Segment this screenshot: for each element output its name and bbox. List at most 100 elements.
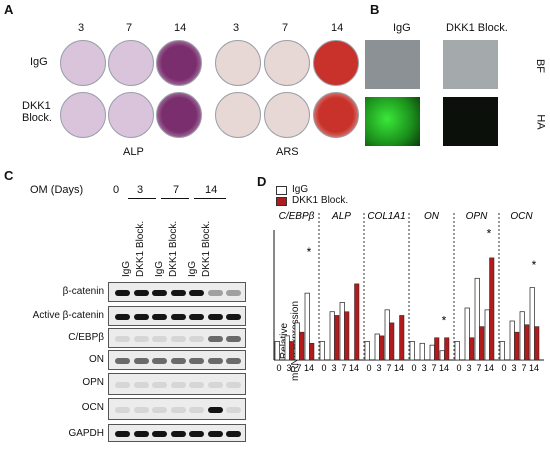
blot-band xyxy=(170,358,186,364)
ha-igg-image xyxy=(365,97,420,146)
blot-band xyxy=(152,290,167,296)
x-tick: 0 xyxy=(321,363,326,373)
x-tick: 3 xyxy=(286,363,291,373)
bar-igg xyxy=(274,341,280,361)
x-tick: 7 xyxy=(386,363,391,373)
x-tick: 0 xyxy=(276,363,281,373)
x-tick: 0 xyxy=(366,363,371,373)
panel-a-row-dkk1: DKK1 Block. xyxy=(22,100,52,124)
bar-dkk1 xyxy=(309,343,315,361)
blot-band xyxy=(152,358,167,364)
alp-well xyxy=(60,40,106,86)
panel-b-col-dkk1: DKK1 Block. xyxy=(446,22,508,34)
day7-bracket xyxy=(161,198,189,199)
bar-igg xyxy=(284,335,290,361)
blot-band xyxy=(207,336,223,342)
day-14: 14 xyxy=(205,184,218,196)
blot-strip xyxy=(108,282,246,302)
legend-dkk1-label: DKK1 Block. xyxy=(292,195,349,206)
blot-band xyxy=(207,407,223,413)
bar-dkk1 xyxy=(354,283,360,361)
x-tick: 3 xyxy=(511,363,516,373)
blot-band xyxy=(170,382,186,388)
x-tick: 14 xyxy=(349,363,359,373)
blot-band xyxy=(133,290,149,296)
day-label: 3 xyxy=(78,22,85,34)
blot-band xyxy=(170,431,186,437)
day-7: 7 xyxy=(173,184,180,196)
ars-well xyxy=(264,40,310,86)
x-tick: 3 xyxy=(376,363,381,373)
blot-band xyxy=(226,358,241,364)
bar-dkk1 xyxy=(489,257,495,361)
blot-band xyxy=(152,314,167,320)
blot-strip xyxy=(108,306,246,326)
lane-label: DKK1 Block. xyxy=(135,220,146,277)
blot-band xyxy=(115,431,130,437)
x-tick: 3 xyxy=(331,363,336,373)
blot-band xyxy=(133,358,149,364)
bar-dkk1 xyxy=(379,335,385,361)
blot-band xyxy=(207,358,223,364)
gene-label: ALP xyxy=(331,211,351,222)
x-tick: 14 xyxy=(304,363,314,373)
blot-band xyxy=(133,431,149,437)
blot-band xyxy=(115,358,130,364)
bar-dkk1 xyxy=(399,315,405,361)
gene-label: ON xyxy=(424,211,440,222)
ars-well xyxy=(313,40,359,86)
x-tick: 0 xyxy=(456,363,461,373)
bar-dkk1 xyxy=(514,331,520,361)
blot-band xyxy=(226,407,241,413)
blot-band xyxy=(189,431,204,437)
legend-igg-label: IgG xyxy=(292,184,309,195)
protein-label: OCN xyxy=(81,402,104,413)
blot-band xyxy=(189,290,204,296)
bar-igg xyxy=(304,292,310,361)
bar-dkk1 xyxy=(389,322,395,361)
panel-b-col-igg: IgG xyxy=(393,22,411,34)
day-label: 7 xyxy=(282,22,289,34)
bar-dkk1 xyxy=(479,326,485,361)
panel-a-stain-ars: ARS xyxy=(276,146,299,158)
bar-dkk1 xyxy=(344,311,350,361)
bar-igg xyxy=(439,350,445,361)
bar-dkk1 xyxy=(289,341,295,361)
bar-igg xyxy=(384,309,390,361)
bar-igg xyxy=(474,277,480,361)
ars-well xyxy=(215,92,261,138)
blot-band xyxy=(189,382,204,388)
blot-band xyxy=(115,290,130,296)
alp-well xyxy=(156,92,202,138)
blot-band xyxy=(170,407,186,413)
ars-well xyxy=(264,92,310,138)
blot-band xyxy=(115,314,130,320)
bar-igg xyxy=(374,333,380,361)
panel-b-label: B xyxy=(370,2,380,17)
bar-igg xyxy=(329,311,335,361)
bar-igg xyxy=(429,344,435,361)
blot-strip xyxy=(108,373,246,395)
x-tick: 14 xyxy=(394,363,404,373)
blot-band xyxy=(189,407,204,413)
x-tick: 7 xyxy=(341,363,346,373)
significance-star: * xyxy=(532,258,537,272)
day-label: 3 xyxy=(233,22,240,34)
bar-igg xyxy=(484,309,490,361)
blot-band xyxy=(226,431,241,437)
blot-band xyxy=(170,290,186,296)
panel-b-row-bf: BF xyxy=(534,58,547,74)
blot-band xyxy=(152,336,167,342)
blot-band xyxy=(226,314,241,320)
blot-strip xyxy=(108,328,246,348)
bar-dkk1 xyxy=(524,324,530,361)
panel-d-label: D xyxy=(257,174,267,189)
day3-bracket xyxy=(128,198,156,199)
significance-star: * xyxy=(307,245,312,259)
blot-band xyxy=(207,290,223,296)
blot-band xyxy=(133,336,149,342)
protein-label: C/EBPβ xyxy=(68,332,104,343)
gene-label: OPN xyxy=(466,211,488,222)
blot-band xyxy=(152,431,167,437)
blot-band xyxy=(152,407,167,413)
